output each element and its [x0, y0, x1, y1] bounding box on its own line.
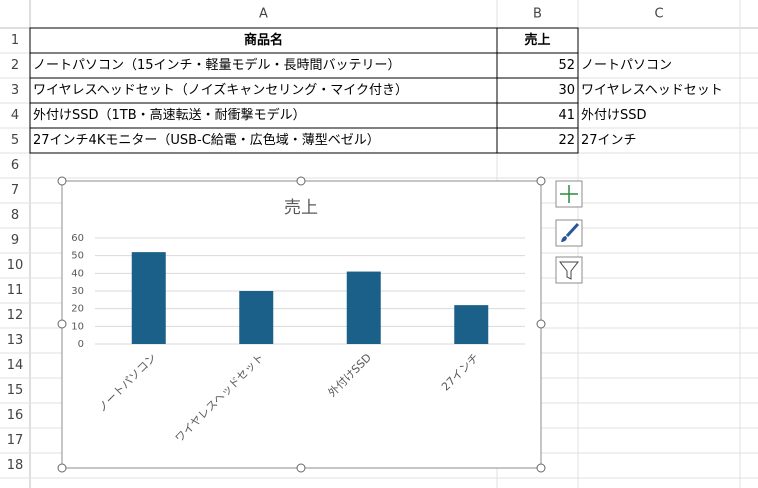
cell-text: 外付けSSD: [581, 108, 647, 123]
y-tick-label: 50: [71, 251, 84, 262]
bar: [239, 291, 274, 344]
row-header: 1: [11, 33, 19, 48]
y-tick-label: 10: [71, 321, 84, 332]
column-header-bar: [0, 0, 758, 28]
resize-handle[interactable]: [536, 176, 546, 186]
column-header: C: [654, 7, 663, 22]
y-tick-label: 0: [78, 339, 84, 350]
y-tick-label: 60: [71, 233, 84, 244]
cell-text: ワイヤレスヘッドセット: [581, 83, 723, 98]
row-header: 10: [7, 258, 24, 273]
cell-text: 外付けSSD（1TB・高速転送・耐衝撃モデル）: [33, 107, 306, 123]
resize-handle[interactable]: [536, 463, 546, 473]
cell-number: 30: [558, 83, 575, 98]
column-header: A: [259, 7, 268, 22]
cell-text: ノートパソコン（15インチ・軽量モデル・長時間バッテリー）: [33, 57, 401, 73]
row-header: 15: [7, 383, 24, 398]
resize-handle[interactable]: [57, 319, 67, 329]
resize-handle[interactable]: [296, 463, 306, 473]
row-header: 11: [7, 283, 24, 298]
row-header: 3: [11, 83, 19, 98]
table-border: [496, 127, 579, 154]
cells: ABCD123456789101112131415161718商品名売上ノートパ…: [7, 7, 723, 474]
filter-icon: [558, 261, 580, 280]
column-header: B: [533, 7, 542, 22]
row-header: 4: [11, 108, 19, 123]
row-header: 6: [11, 158, 19, 173]
cell-text: ノートパソコン: [581, 58, 672, 73]
row-header: 8: [11, 208, 19, 223]
cell-text: ワイヤレスヘッドセット（ノイズキャンセリング・マイク付き）: [33, 82, 408, 98]
header-cell: 商品名: [244, 32, 283, 48]
row-header: 18: [7, 458, 24, 473]
row-header: 5: [11, 133, 19, 148]
plus-icon: [560, 185, 578, 203]
bar: [346, 271, 381, 344]
row-header: 7: [11, 183, 19, 198]
cell-number: 41: [558, 108, 575, 123]
brush-icon: [565, 222, 580, 238]
chart-filters-button[interactable]: [555, 256, 583, 284]
bar: [131, 252, 166, 344]
chart-title: 売上: [284, 198, 318, 218]
chart-tools: [555, 180, 583, 284]
row-header: 13: [7, 333, 24, 348]
cell-number: 52: [558, 58, 575, 73]
row-header: 14: [7, 358, 24, 373]
y-tick-label: 20: [71, 304, 84, 315]
row-header: 2: [11, 58, 19, 73]
y-tick-label: 30: [71, 286, 84, 297]
cell-text: 27インチ4Kモニター（USB-C給電・広色域・薄型ベゼル）: [33, 132, 380, 148]
chart-elements-button[interactable]: [555, 180, 583, 208]
row-header: 12: [7, 308, 24, 323]
header-cell: 売上: [524, 32, 550, 48]
row-header: 16: [7, 408, 24, 423]
brush-tip: [561, 236, 567, 242]
cell-number: 22: [558, 133, 575, 148]
row-header: 9: [11, 233, 19, 248]
resize-handle[interactable]: [57, 176, 67, 186]
resize-handle[interactable]: [536, 319, 546, 329]
resize-handle[interactable]: [57, 463, 67, 473]
y-tick-label: 40: [71, 268, 84, 279]
button-frame[interactable]: [555, 256, 583, 284]
row-header: 17: [7, 433, 24, 448]
resize-handle[interactable]: [296, 176, 306, 186]
chart-styles-button[interactable]: [555, 219, 583, 247]
bar: [454, 305, 489, 344]
cell-text: 27インチ: [581, 133, 637, 148]
